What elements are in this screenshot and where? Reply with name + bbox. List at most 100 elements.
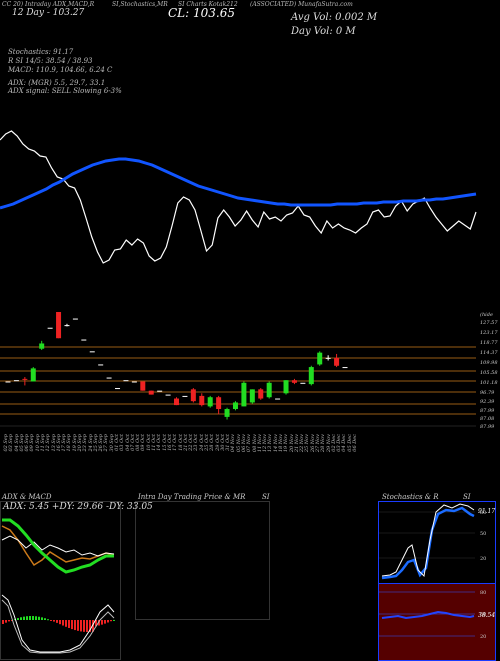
main-price-chart (0, 130, 477, 427)
macd-bar-24 (74, 620, 76, 631)
header-line1-mid: SI,Stochastics,MR (112, 1, 168, 8)
price-tick-9: 92.39 (480, 399, 495, 405)
candle-body-27 (232, 402, 238, 410)
mri-panel-title: Intra Day Trading Price & MR (138, 493, 246, 501)
stoch-tick-1: 50 (480, 531, 486, 537)
rsi-label: R SI 14/5: 38.54 / 38.93 (8, 57, 93, 65)
candle-body-7 (64, 325, 70, 327)
macd-label: MACD: 110.9, 104.66, 6.24 C (8, 66, 113, 74)
macd-bar-9 (29, 616, 31, 620)
price-tick-4: 114.37 (480, 350, 498, 356)
candle-body-35 (300, 382, 306, 384)
candle-body-14 (123, 380, 129, 382)
adx-values: ADX: 5.45 +DY: 29.66 -DY: 33.05 (3, 502, 153, 512)
macd-bar-0 (2, 620, 4, 624)
macd-bar-12 (38, 616, 40, 620)
rsi-value-label: 38.54 (478, 612, 496, 619)
stoch-panel-title: Stochastics & R (382, 493, 439, 501)
candle-body-37 (317, 352, 323, 365)
candle-body-32 (275, 398, 281, 400)
candle-body-34 (291, 380, 297, 383)
macd-bar-27 (83, 620, 85, 632)
macd-bar-6 (20, 617, 22, 620)
macd-bar-15 (47, 619, 49, 621)
candle-body-20 (174, 398, 179, 406)
candle-body-9 (81, 339, 87, 341)
macd-bar-33 (101, 620, 103, 625)
moving-average-line (0, 157, 477, 210)
candle-body-10 (89, 351, 95, 353)
stoch-tick-0: 80 (480, 510, 486, 516)
candle-body-30 (258, 389, 264, 399)
macd-bar-7 (23, 616, 25, 620)
day-volume-label: Day Vol: 0 M (291, 26, 356, 37)
candle-body-28 (241, 382, 247, 407)
macd-bar-35 (107, 620, 109, 623)
price-tick-1: 127.57 (480, 320, 498, 326)
stoch-value-label: 91.17 (478, 508, 496, 515)
macd-bar-23 (71, 620, 73, 630)
macd-bar-37 (113, 619, 115, 621)
macd-bar-29 (89, 620, 91, 632)
macd-bar-30 (92, 620, 94, 632)
header-line1-far: (ASSOCIATED) MunafaSutra.com (250, 1, 353, 8)
macd-bar-26 (80, 620, 82, 632)
macd-bar-11 (35, 616, 37, 620)
rsi-panel (378, 583, 496, 661)
macd-signal-line (1, 599, 115, 654)
stochastics-d-line (381, 506, 475, 580)
stoch-tick-2: 20 (480, 556, 486, 562)
macd-bar-21 (65, 620, 67, 627)
adx-line (2, 518, 114, 574)
candle-body-6 (56, 312, 62, 339)
candle-body-18 (157, 390, 163, 392)
price-tick-6: 105.58 (480, 370, 498, 376)
candle-body-19 (165, 394, 171, 396)
candle-body-11 (98, 364, 104, 366)
candle-body-31 (266, 382, 272, 398)
candle-body-12 (106, 377, 112, 379)
macd-bar-3 (11, 620, 13, 621)
rsi-line (381, 610, 475, 620)
price-tick-0: (hide (480, 312, 493, 318)
mri-panel (135, 501, 270, 620)
candle-body-24 (207, 397, 213, 407)
rsi-tick-0: 80 (480, 590, 486, 596)
header-line1-right: SI Charts Kotak212 (178, 1, 238, 8)
candle-body-1 (13, 380, 19, 382)
macd-bar-20 (62, 620, 64, 626)
candle-body-15 (131, 381, 137, 383)
candle-body-17 (148, 390, 154, 395)
adx-minus-di-line (1, 525, 115, 567)
avg-volume-label: Avg Vol: 0.002 M (291, 12, 378, 23)
candle-body-38 (325, 357, 331, 359)
macd-bar-5 (17, 618, 19, 620)
macd-bar-17 (53, 620, 55, 622)
macd-bar-18 (56, 620, 58, 623)
macd-bar-14 (44, 618, 46, 620)
macd-bar-34 (104, 620, 106, 624)
price-tick-8: 96.79 (480, 390, 495, 396)
candle-body-4 (39, 343, 45, 349)
candle-body-39 (334, 357, 340, 366)
adx-plus-di-line (1, 535, 115, 557)
stoch-panel-title-suffix: SI (463, 493, 471, 501)
macd-bar-16 (50, 620, 52, 621)
macd-bar-32 (98, 620, 100, 626)
candle-body-22 (190, 389, 196, 402)
candle-body-5 (47, 327, 53, 329)
macd-bar-13 (41, 617, 43, 620)
candle-body-13 (115, 388, 121, 390)
price-tick-3: 118.77 (480, 340, 498, 346)
rsi-tick-1: 50 (480, 612, 486, 618)
candle-body-23 (199, 395, 205, 406)
macd-bar-28 (86, 620, 88, 632)
candle-body-3 (30, 368, 36, 382)
candle-body-40 (342, 367, 348, 369)
macd-bar-31 (95, 620, 97, 627)
candle-body-33 (283, 380, 289, 394)
candle-body-2 (22, 378, 28, 380)
macd-bar-36 (110, 620, 112, 622)
macd-bar-8 (26, 616, 28, 620)
macd-line (1, 594, 115, 653)
